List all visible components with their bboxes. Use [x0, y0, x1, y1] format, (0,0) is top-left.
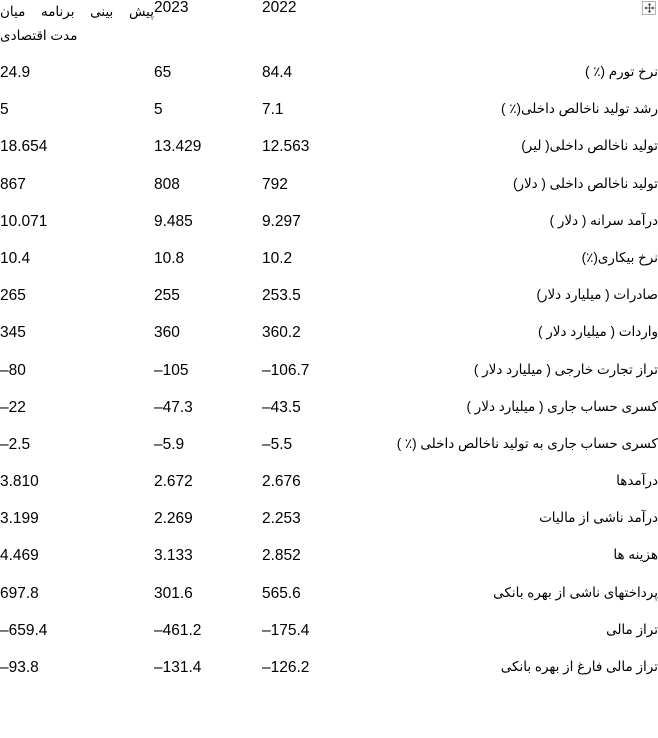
- table-row: تراز مالی –175.4 –461.2 –659.4: [0, 622, 658, 659]
- row-label: کسری حساب جاری ( میلیارد دلار ): [466, 398, 658, 414]
- row-value-year-2022: 7.1: [262, 101, 284, 119]
- row-label: تولید ناخالص داخلی ( دلار): [512, 175, 658, 191]
- table-row: کسری حساب جاری به تولید ناخالص داخلی (٪ …: [0, 436, 658, 473]
- row-value-year-2022: –43.5: [262, 398, 301, 416]
- row-value-forecast: –80: [0, 361, 26, 379]
- row-value-year-2022: 2.852: [262, 547, 301, 565]
- row-value-forecast: 867: [0, 175, 26, 193]
- row-value-year-2022: –175.4: [262, 621, 310, 639]
- row-label: هزینه ها: [613, 547, 658, 563]
- row-value-year-2023: 5: [154, 101, 163, 119]
- row-value-year-2022: –5.5: [262, 435, 293, 453]
- row-value-year-2022: 10.2: [262, 249, 293, 267]
- row-value-year-2023: 301.6: [154, 584, 193, 602]
- row-label: پرداختهای ناشی از بهره بانکی: [493, 584, 658, 600]
- row-value-year-2023: –105: [154, 361, 189, 379]
- economic-forecast-table: 2022 2023 پیش بینی برنامه میان مدت اقتصا…: [0, 0, 658, 696]
- row-value-forecast: –93.8: [0, 659, 39, 676]
- row-value-year-2022: 12.563: [262, 138, 310, 156]
- table-row: هزینه ها 2.852 3.133 4.469: [0, 547, 658, 584]
- four-arrow-move-glyph: [644, 2, 654, 13]
- row-value-year-2022: –106.7: [262, 361, 310, 379]
- row-value-year-2023: –47.3: [154, 398, 193, 416]
- row-value-year-2022: 253.5: [262, 287, 301, 305]
- row-value-year-2023: 360: [154, 324, 180, 342]
- row-value-forecast: 697.8: [0, 584, 39, 602]
- row-value-year-2023: 2.672: [154, 473, 193, 491]
- header-forecast-line-2: مدت اقتصادی: [0, 27, 78, 43]
- row-label: تولید ناخالص داخلی( لیر): [521, 138, 658, 154]
- row-value-forecast: 3.199: [0, 510, 39, 528]
- table-body: نرخ تورم (٪ ) 84.4 65 24.9 رشد تولید ناخالص …: [0, 64, 658, 696]
- row-label: صادرات ( میلیارد دلار): [536, 287, 658, 303]
- table-row: کسری حساب جاری ( میلیارد دلار ) –43.5 –47.…: [0, 399, 658, 436]
- row-value-forecast: 3.810: [0, 473, 39, 491]
- row-value-year-2022: 565.6: [262, 584, 301, 602]
- row-value-year-2023: 65: [154, 64, 172, 81]
- row-value-year-2023: 808: [154, 175, 180, 193]
- row-label: تراز تجارت خارجی ( میلیارد دلار ): [473, 361, 658, 377]
- table-row: تولید ناخالص داخلی( لیر) 12.563 13.429 18.6…: [0, 138, 658, 175]
- row-label: واردات ( میلیارد دلار ): [538, 324, 658, 340]
- row-value-year-2023: 3.133: [154, 547, 193, 565]
- row-value-year-2023: –5.9: [154, 435, 185, 453]
- table-row: درآمد سرانه ( دلار ) 9.297 9.485 10.071: [0, 213, 658, 250]
- row-value-forecast: 345: [0, 324, 26, 342]
- header-cell-year-2023: 2023: [154, 0, 189, 16]
- table-header-row: 2022 2023 پیش بینی برنامه میان مدت اقتصا…: [0, 0, 658, 64]
- row-label: تراز مالی فارغ از بهره بانکی: [500, 659, 658, 674]
- table-row: تولید ناخالص داخلی ( دلار) 792 808 867: [0, 176, 658, 213]
- row-value-year-2022: 84.4: [262, 64, 293, 81]
- move-handle-icon[interactable]: [642, 1, 656, 15]
- row-value-forecast: 265: [0, 287, 26, 305]
- row-label: تراز مالی: [606, 621, 658, 637]
- row-value-year-2023: 13.429: [154, 138, 202, 156]
- row-label: رشد تولید ناخالص داخلی(٪ ): [501, 101, 658, 117]
- table-row: پرداختهای ناشی از بهره بانکی 565.6 301.6 69…: [0, 585, 658, 622]
- row-label: نرخ بیکاری(٪): [581, 249, 658, 265]
- row-value-year-2022: 792: [262, 175, 288, 193]
- row-value-year-2022: 2.676: [262, 473, 301, 491]
- row-value-forecast: 5: [0, 101, 9, 119]
- row-label: کسری حساب جاری به تولید ناخالص داخلی (٪ …: [396, 435, 658, 451]
- row-value-year-2022: 360.2: [262, 324, 301, 342]
- row-value-year-2023: 2.269: [154, 510, 193, 528]
- row-value-year-2023: 255: [154, 287, 180, 305]
- row-label: نرخ تورم (٪ ): [584, 64, 658, 79]
- row-value-forecast: 10.071: [0, 212, 48, 230]
- row-value-forecast: 18.654: [0, 138, 48, 156]
- row-value-year-2023: –131.4: [154, 659, 202, 676]
- row-value-forecast: –22: [0, 398, 26, 416]
- row-value-year-2022: 9.297: [262, 212, 301, 230]
- row-value-forecast: 4.469: [0, 547, 39, 565]
- table-row: درآمدها 2.676 2.672 3.810: [0, 473, 658, 510]
- row-value-year-2023: –461.2: [154, 621, 202, 639]
- row-label: درآمد سرانه ( دلار ): [549, 212, 658, 228]
- row-label: درآمدها: [616, 473, 658, 489]
- row-value-year-2023: 9.485: [154, 212, 193, 230]
- row-value-forecast: –2.5: [0, 435, 31, 453]
- row-value-forecast: –659.4: [0, 621, 48, 639]
- table-row: نرخ تورم (٪ ) 84.4 65 24.9: [0, 64, 658, 101]
- row-value-year-2023: 10.8: [154, 249, 185, 267]
- row-value-forecast: 10.4: [0, 249, 31, 267]
- table-row: صادرات ( میلیارد دلار) 253.5 255 265: [0, 287, 658, 324]
- row-value-year-2022: 2.253: [262, 510, 301, 528]
- row-value-year-2022: –126.2: [262, 659, 310, 676]
- header-cell-year-2022: 2022: [262, 0, 297, 16]
- table-row: تراز مالی فارغ از بهره بانکی –126.2 –131.4…: [0, 659, 658, 696]
- row-label: درآمد ناشی از مالیات: [539, 510, 658, 526]
- header-forecast-line-1: پیش بینی برنامه میان: [0, 4, 154, 19]
- table-header: 2022 2023 پیش بینی برنامه میان مدت اقتصا…: [0, 0, 658, 64]
- table-row: تراز تجارت خارجی ( میلیارد دلار ) –106.7 –…: [0, 362, 658, 399]
- table-row: درآمد ناشی از مالیات 2.253 2.269 3.199: [0, 510, 658, 547]
- table-row: نرخ بیکاری(٪) 10.2 10.8 10.4: [0, 250, 658, 287]
- header-cell-forecast: پیش بینی برنامه میان مدت اقتصادی: [0, 0, 154, 64]
- table-row: واردات ( میلیارد دلار ) 360.2 360 345: [0, 324, 658, 361]
- table-row: رشد تولید ناخالص داخلی(٪ ) 7.1 5 5: [0, 101, 658, 138]
- row-value-forecast: 24.9: [0, 64, 31, 81]
- header-cell-label: [362, 0, 658, 64]
